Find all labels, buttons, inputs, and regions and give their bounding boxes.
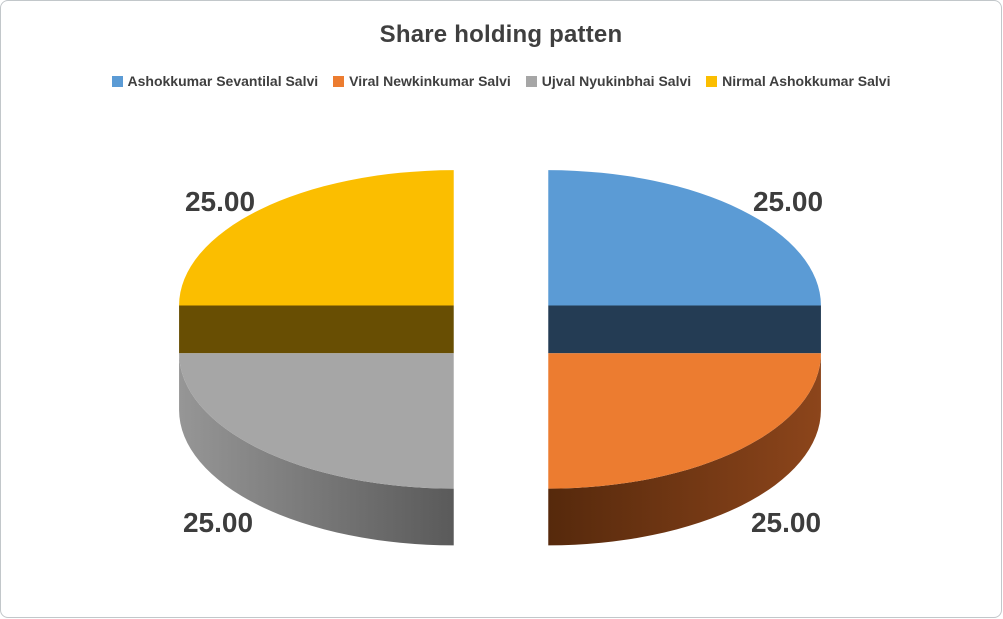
pie-slice-nirmal-side[interactable] [179,305,454,354]
left-half-pie-group [179,170,454,546]
legend-item-nirmal[interactable]: Nirmal Ashokkumar Salvi [706,73,890,89]
legend-label: Nirmal Ashokkumar Salvi [722,73,891,89]
right-half-pie-group [548,170,821,546]
pie-slice-viral-rim[interactable] [548,353,821,546]
legend-item-viral[interactable]: Viral Newkinkumar Salvi [333,73,511,89]
chart-title[interactable]: Share holding patten [379,21,623,48]
data-label-ujval[interactable]: 25.00 [182,507,254,538]
legend: Ashokkumar Sevantilal Salvi Viral Newkin… [1,73,1001,89]
pie-slice-ujval-rim[interactable] [179,353,454,546]
pie-slice-viral-top[interactable] [548,353,821,489]
data-label-ashokkumar[interactable]: 25.00 [752,186,824,217]
legend-item-ujval[interactable]: Ujval Nyukinbhai Salvi [525,73,692,89]
pie-slice-ashokkumar-top[interactable] [548,170,821,306]
pie-slice-ashokkumar-side[interactable] [548,305,821,354]
pie-slice-ujval-top[interactable] [179,353,454,489]
legend-color-swatch-icon [706,75,718,87]
legend-label: Viral Newkinkumar Salvi [349,73,511,89]
legend-color-swatch-icon [111,75,123,87]
pie-slice-nirmal-top[interactable] [179,170,454,306]
legend-item-ashokkumar[interactable]: Ashokkumar Sevantilal Salvi [111,73,319,89]
legend-color-swatch-icon [333,75,345,87]
data-label-viral[interactable]: 25.00 [750,507,822,538]
legend-label: Ashokkumar Sevantilal Salvi [127,73,319,89]
data-label-nirmal[interactable]: 25.00 [184,186,256,217]
legend-color-swatch-icon [525,75,537,87]
legend-label: Ujval Nyukinbhai Salvi [541,73,692,89]
